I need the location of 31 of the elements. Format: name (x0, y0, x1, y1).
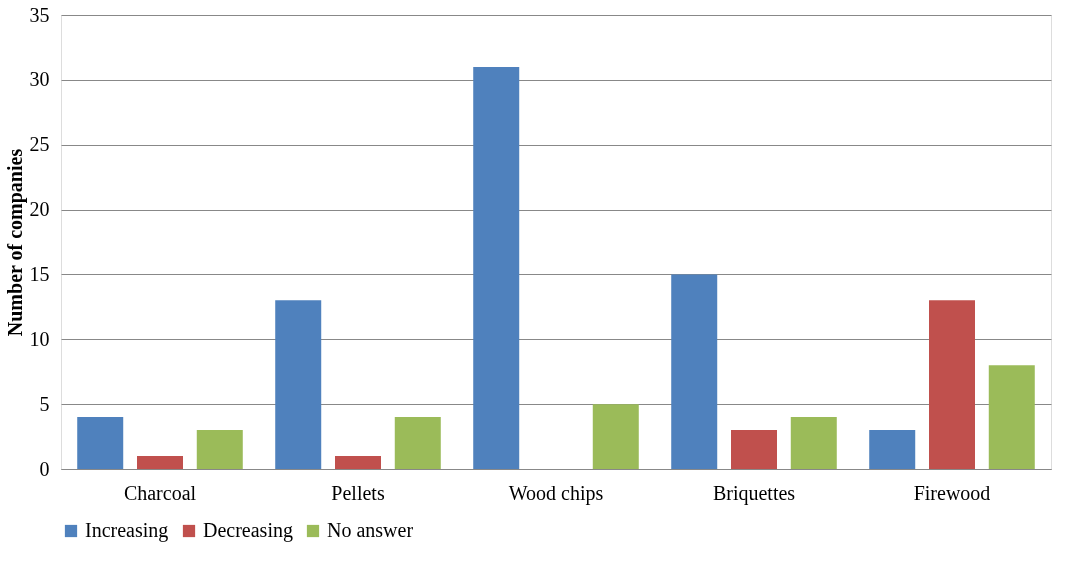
y-tick-label: 15 (29, 262, 50, 285)
bar (929, 300, 975, 469)
x-tick-label: Charcoal (123, 481, 197, 504)
y-tick-label: 30 (29, 68, 50, 91)
y-tick-label: 10 (29, 327, 50, 350)
bar (196, 430, 243, 469)
bar (790, 417, 837, 469)
bar (335, 456, 381, 469)
bar (869, 430, 916, 469)
bar (988, 365, 1035, 469)
bar (731, 430, 777, 469)
legend-label: Decreasing (203, 519, 293, 542)
bar (77, 417, 124, 469)
bar (592, 404, 639, 469)
bar (394, 417, 441, 469)
y-tick-label: 0 (39, 457, 50, 480)
y-tick-label: 25 (29, 133, 50, 156)
legend-label: Increasing (85, 519, 169, 542)
x-tick-label: Firewood (913, 481, 991, 504)
x-tick-label: Wood chips (508, 481, 604, 505)
y-tick-label: 5 (39, 392, 50, 415)
bar (275, 300, 322, 469)
bar (473, 66, 520, 469)
bar (137, 456, 183, 469)
x-tick-label: Briquettes (712, 481, 796, 505)
legend-label: No answer (327, 519, 414, 541)
bar (671, 274, 718, 469)
y-axis-title: Number of companies (3, 148, 27, 337)
x-tick-label: Pellets (331, 481, 385, 504)
y-tick-label: 20 (29, 198, 50, 221)
y-tick-label: 35 (29, 3, 50, 26)
